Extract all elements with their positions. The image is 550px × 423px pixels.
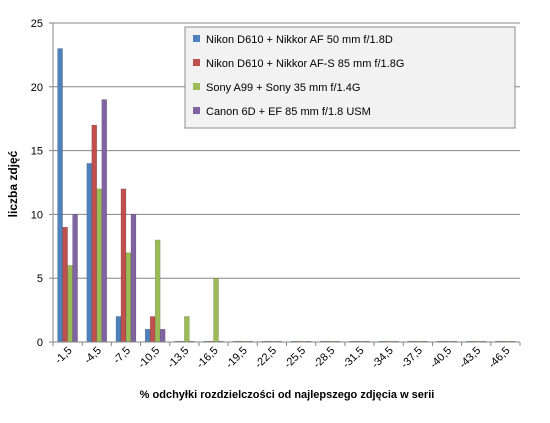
- y-tick-label: 20: [31, 82, 43, 94]
- legend-box: [184, 26, 516, 129]
- bar: [72, 214, 78, 343]
- bar: [184, 316, 190, 343]
- x-tick-label: -10,5: [136, 345, 162, 371]
- y-tick-label: 25: [31, 18, 43, 30]
- bar: [91, 124, 98, 343]
- x-tick-label: -28,5: [311, 345, 337, 371]
- bar: [125, 252, 132, 343]
- x-tick-label: -22,5: [253, 345, 279, 371]
- bar: [115, 316, 122, 343]
- x-tick-label: -31,5: [340, 345, 366, 371]
- legend-label: Sony A99 + Sony 35 mm f/1.4G: [206, 82, 360, 94]
- x-tick-label: -1,5: [53, 345, 75, 367]
- y-tick-label: 0: [37, 337, 43, 349]
- bar: [149, 316, 156, 343]
- x-tick-label: -4,5: [82, 345, 104, 367]
- legend-swatch: [193, 59, 200, 66]
- legend-swatch: [193, 83, 200, 90]
- x-tick-label: -13,5: [165, 345, 191, 371]
- x-tick-label: -43,5: [457, 345, 483, 371]
- x-tick-label: -7,5: [111, 345, 133, 367]
- legend-swatch: [193, 107, 200, 114]
- bar: [130, 214, 137, 343]
- legend-label: Canon 6D + EF 85 mm f/1.8 USM: [206, 106, 371, 118]
- bar: [62, 226, 68, 343]
- bar: [144, 328, 151, 343]
- axes: [52, 23, 520, 343]
- bar: [96, 188, 103, 343]
- legend-label: Nikon D610 + Nikkor AF-S 85 mm f/1.8G: [206, 58, 404, 70]
- x-tick-label: -19,5: [224, 345, 250, 371]
- bar: [154, 239, 161, 343]
- bar: [67, 265, 73, 343]
- y-axis-title: liczba zdjęć: [6, 150, 20, 217]
- x-tick-label: -40,5: [428, 345, 454, 371]
- x-tick-label: -37,5: [399, 345, 425, 371]
- bar: [213, 277, 219, 343]
- bar: [57, 48, 63, 343]
- legend-swatch: [193, 35, 200, 42]
- bar: [120, 188, 127, 343]
- x-axis-title: % odchyłki rozdzielczości od najlepszego…: [140, 389, 435, 401]
- x-tick-label: -16,5: [194, 345, 220, 371]
- y-tick-label: 10: [31, 209, 43, 221]
- bar: [101, 99, 108, 343]
- x-tick-label: -34,5: [370, 345, 396, 371]
- x-tick-label: -25,5: [282, 345, 308, 371]
- legend: Nikon D610 + Nikkor AF 50 mm f/1.8D Nikon…: [184, 26, 516, 129]
- y-tick-labels: 0 5 10 15 20 25: [31, 18, 43, 349]
- bar: [159, 328, 166, 343]
- bar: [86, 163, 93, 343]
- legend-label: Nikon D610 + Nikkor AF 50 mm f/1.8D: [206, 34, 393, 46]
- x-tick-labels: -1,5 -4,5 -7,5 -10,5 -13,5 -16,5 -19,5 -22,5 -25…: [53, 345, 513, 371]
- x-tick-label: -46,5: [486, 345, 512, 371]
- y-tick-label: 5: [37, 273, 43, 285]
- y-tick-label: 15: [31, 146, 43, 158]
